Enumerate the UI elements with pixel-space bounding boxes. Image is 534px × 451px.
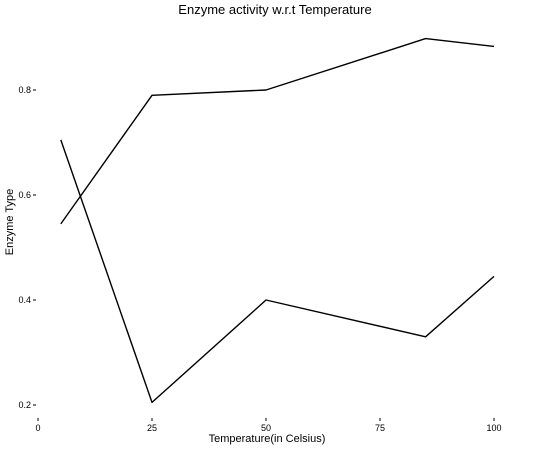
x-tick-label: 25 (147, 423, 157, 433)
x-tick-label: 0 (35, 423, 40, 433)
series-lines (60, 37, 495, 404)
y-tick-label: 0.2 (18, 400, 31, 410)
x-axis-label: Temperature(in Celsius) (209, 433, 326, 445)
series-line-2 (60, 139, 495, 404)
y-tick-label: 0.4 (18, 295, 31, 305)
x-tick-label: 75 (375, 423, 385, 433)
x-axis-ticks: 0 25 50 75 100 (35, 418, 502, 433)
x-tick-label: 100 (486, 423, 501, 433)
y-axis-label: Enzyme Type (4, 189, 16, 255)
y-tick-label: 0.8 (18, 85, 31, 95)
y-axis-ticks: 0.2 0.4 0.6 0.8 (18, 85, 36, 410)
y-tick-label: 0.6 (18, 190, 31, 200)
x-tick-label: 50 (261, 423, 271, 433)
series-line-1 (60, 37, 495, 225)
chart-title: Enzyme activity w.r.t Temperature (178, 2, 371, 17)
